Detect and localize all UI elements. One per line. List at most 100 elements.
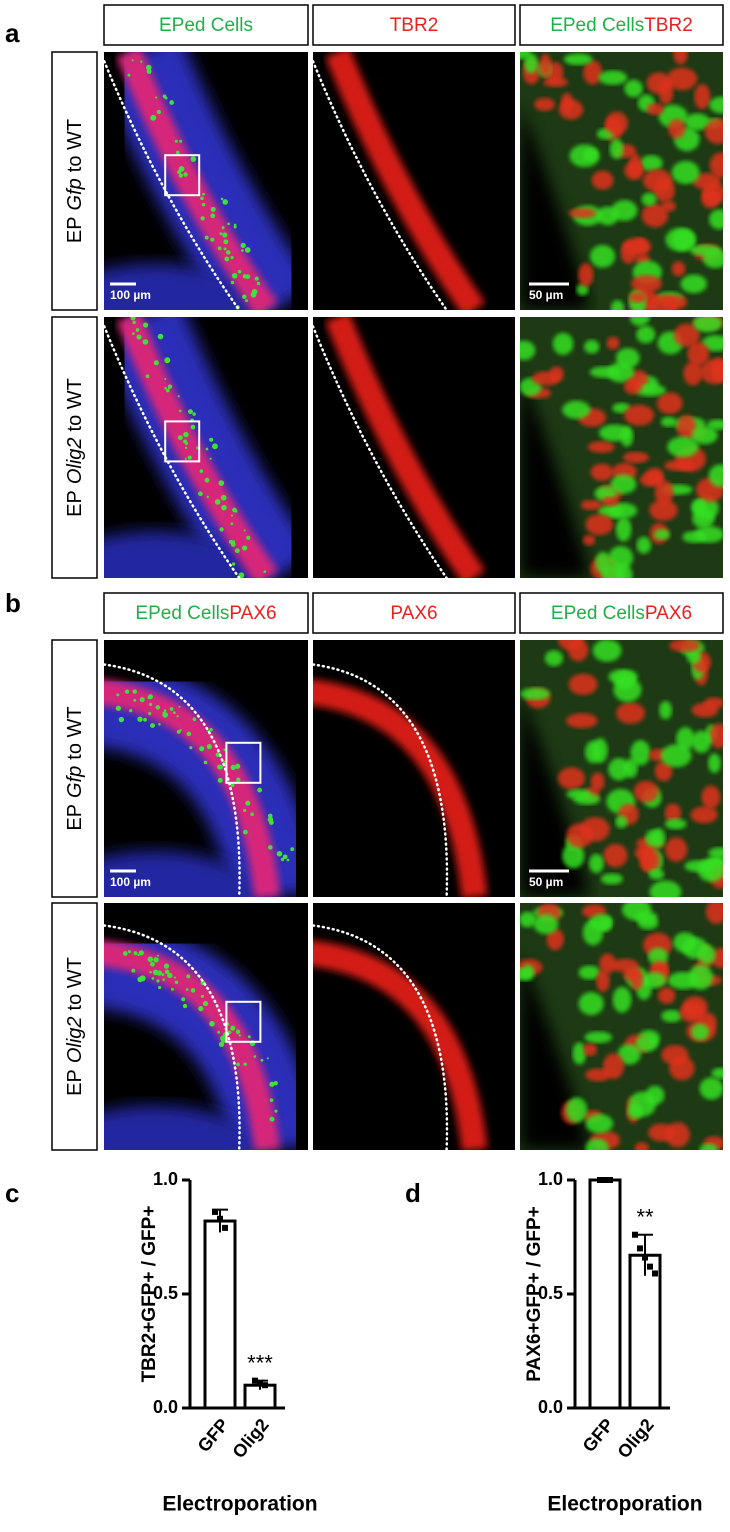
micrograph	[104, 317, 308, 578]
ventricle-line	[104, 663, 241, 897]
header-box	[103, 592, 309, 634]
cell	[605, 111, 628, 136]
gfp-cell	[116, 693, 120, 697]
row-gene: Olig2	[64, 1016, 86, 1063]
gfp-cell	[242, 294, 247, 300]
gfp-cell	[241, 249, 244, 252]
cell	[585, 514, 614, 536]
ventricle-line	[313, 323, 448, 578]
gfp-cell	[233, 223, 237, 227]
gfp-cell	[192, 412, 196, 416]
data-point	[602, 1177, 608, 1183]
gfp-cell	[163, 963, 170, 969]
cell	[615, 815, 628, 829]
cell	[608, 669, 638, 685]
cell	[666, 67, 698, 91]
cell	[699, 1143, 719, 1150]
gfp-cell	[156, 979, 160, 983]
gfp-cell	[222, 199, 229, 205]
scale-bar-label: 100 µm	[110, 288, 151, 302]
row-label-box	[51, 902, 98, 1151]
y-tick-label: 1.0	[538, 1169, 563, 1189]
gfp-cell	[150, 723, 155, 728]
cell	[607, 502, 638, 519]
cell	[691, 702, 719, 718]
ventricle-line	[313, 924, 449, 1150]
micrograph	[104, 640, 308, 897]
cell	[691, 426, 718, 445]
y-tick-label: 1.0	[153, 1169, 178, 1189]
cell	[624, 404, 655, 426]
gfp-cell	[230, 280, 235, 285]
row-gene: Gfp	[64, 178, 86, 210]
gfp-cell	[145, 374, 150, 379]
cell	[590, 463, 614, 481]
scale-bar-label: 100 µm	[110, 875, 151, 889]
gfp-cell	[150, 961, 155, 967]
gfp-cell	[223, 247, 227, 251]
cell	[708, 464, 723, 488]
cell	[708, 753, 721, 774]
gfp-cell	[230, 522, 234, 526]
data-point	[597, 1177, 603, 1183]
cell	[709, 96, 723, 114]
dapi-blob	[104, 1105, 257, 1150]
gfp-cell	[156, 109, 162, 115]
cell	[589, 244, 616, 268]
gfp-cell	[186, 974, 191, 979]
gfp-cell	[177, 435, 183, 441]
micrograph	[520, 52, 723, 310]
gfp-cell	[198, 1005, 204, 1012]
x-axis-label: Electroporation	[547, 1493, 702, 1516]
row-suffix: to WT	[64, 957, 86, 1010]
gfp-cell	[143, 717, 147, 722]
data-point	[257, 1379, 263, 1386]
cell	[707, 419, 723, 430]
cell	[620, 240, 637, 264]
cell	[587, 441, 615, 453]
gfp-cell	[186, 731, 192, 737]
header: EPed CellsPAX6	[551, 603, 692, 624]
cell	[648, 294, 678, 310]
data-point	[212, 1208, 218, 1215]
cell	[544, 650, 564, 667]
row-prefix: EP	[64, 490, 86, 517]
cell	[596, 970, 610, 992]
gfp-cell	[132, 320, 136, 325]
gfp-cell	[238, 1034, 241, 1037]
cell	[520, 911, 537, 928]
gfp-cell	[253, 1055, 257, 1058]
data-point	[632, 1231, 638, 1238]
gfp-cell	[250, 812, 254, 817]
gfp-cell	[251, 311, 256, 316]
cell	[648, 947, 669, 966]
gfp-cell	[136, 334, 142, 340]
dapi-blob	[104, 850, 257, 897]
gfp-cell	[183, 431, 189, 438]
header: EPed CellsPAX6	[135, 603, 276, 624]
image-bg	[313, 640, 515, 897]
micrograph	[104, 52, 308, 316]
cell	[578, 263, 594, 287]
gfp-cell	[200, 994, 205, 998]
gfp-cell	[203, 760, 208, 765]
gfp-cell	[182, 1003, 188, 1009]
cell	[628, 153, 642, 178]
gfp-cell	[149, 702, 153, 707]
gfp-cell	[133, 951, 138, 956]
header: PAX6	[390, 603, 437, 624]
data-point	[647, 1263, 653, 1270]
row-label-box	[51, 639, 98, 898]
cell	[558, 640, 583, 651]
row-gene: Gfp	[64, 766, 86, 798]
gfp-cell	[217, 246, 222, 251]
gfp-cell	[224, 256, 230, 262]
x-axis-label: Electroporation	[162, 1493, 317, 1516]
gfp-cell	[167, 972, 173, 979]
cell	[661, 200, 676, 212]
cell	[691, 730, 712, 753]
micrograph	[104, 903, 308, 1150]
gfp-cell	[243, 808, 247, 813]
row-label-box	[51, 316, 98, 579]
gfp-cell	[187, 455, 192, 460]
